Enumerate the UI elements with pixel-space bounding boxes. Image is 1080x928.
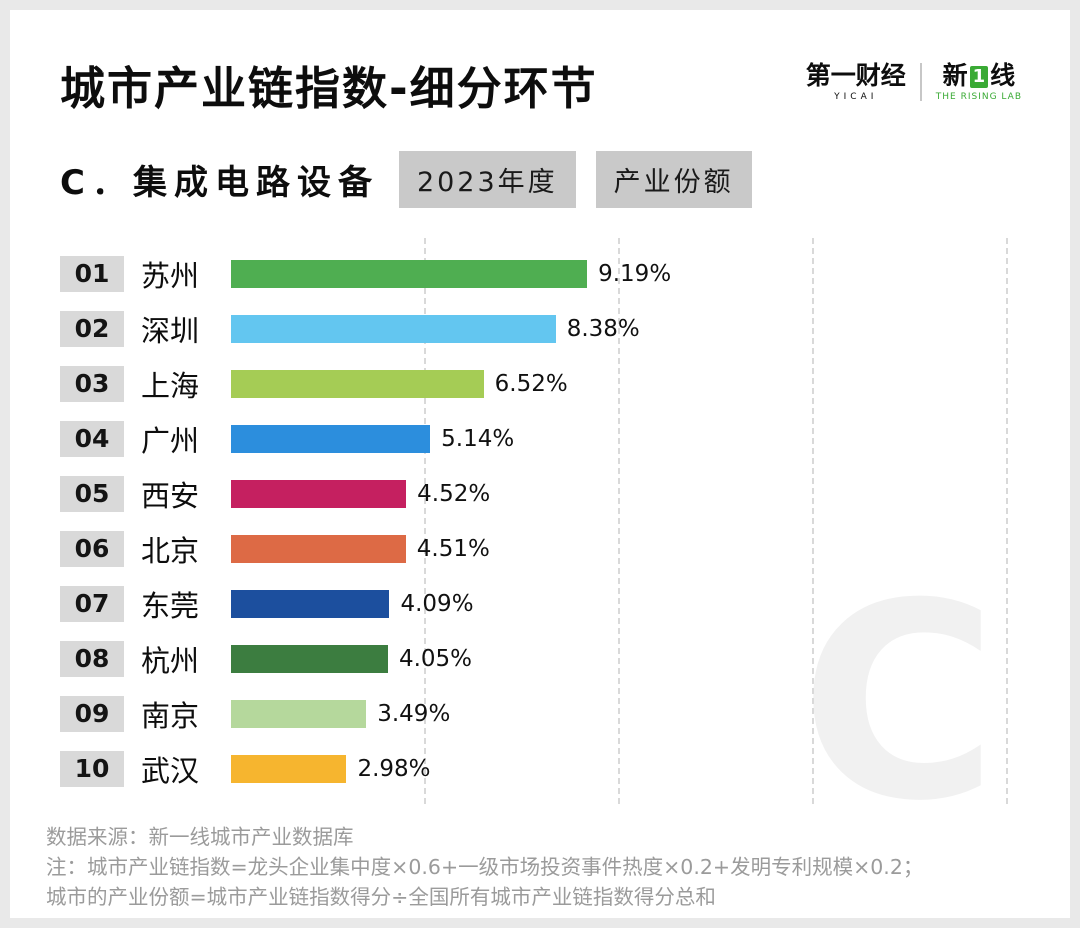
rank-badge: 05 xyxy=(60,475,124,512)
metric-tag: 产业份额 xyxy=(595,151,752,208)
city-label: 东莞 xyxy=(141,588,200,623)
city-label: 北京 xyxy=(141,533,200,568)
chart-gridlines xyxy=(230,238,1008,804)
formula-note-2: 城市的产业份额=城市产业链指数得分÷全国所有城市产业链指数得分总和 xyxy=(46,885,716,910)
chart-row: 04 广州 5.14% xyxy=(60,411,1020,466)
rising-lab-logo-subtext: THE RISING LAB xyxy=(935,91,1022,102)
chart-row: 05 西安 4.52% xyxy=(60,466,1020,521)
city-label: 西安 xyxy=(141,478,200,513)
chart-row: 06 北京 4.51% xyxy=(60,521,1020,576)
logo-divider xyxy=(919,62,922,101)
page-title: 城市产业链指数-细分环节 xyxy=(60,62,598,115)
bar-track: 3.49% xyxy=(231,699,1020,728)
bar xyxy=(231,754,347,783)
yicai-logo-text: 第一财经 xyxy=(805,61,906,90)
value-label: 6.52% xyxy=(494,370,568,397)
chart-row: 03 上海 6.52% xyxy=(60,356,1020,411)
rank-badge: 04 xyxy=(60,420,124,457)
yicai-logo-subtext: YICAI xyxy=(834,91,878,102)
footer-notes: 数据来源：新一线城市产业数据库 注：城市产业链指数=龙头企业集中度×0.6+一级… xyxy=(46,822,1030,912)
bar-track: 9.19% xyxy=(231,259,1020,288)
chart-row: 07 东莞 4.09% xyxy=(60,576,1020,631)
section-header: C．集成电路设备 2023年度 产业份额 xyxy=(60,151,1020,208)
chart-row: 02 深圳 8.38% xyxy=(60,301,1020,356)
rank-badge: 02 xyxy=(60,310,124,347)
city-label: 深圳 xyxy=(141,313,200,348)
value-label: 3.49% xyxy=(377,700,451,727)
bar-track: 5.14% xyxy=(231,424,1020,453)
bar-track: 6.52% xyxy=(231,369,1020,398)
city-label: 广州 xyxy=(141,423,200,458)
value-label: 4.09% xyxy=(400,590,474,617)
rising-lab-green-mark: 1 xyxy=(969,66,989,88)
value-label: 4.52% xyxy=(417,480,491,507)
bar-track: 2.98% xyxy=(231,754,1020,783)
bar xyxy=(231,314,556,343)
rank-badge: 06 xyxy=(60,530,124,567)
yicai-logo: 第一财经 YICAI xyxy=(806,62,906,102)
rank-badge: 07 xyxy=(60,585,124,622)
bar-track: 8.38% xyxy=(231,314,1020,343)
rank-badge: 08 xyxy=(60,640,124,677)
chart-row: 09 南京 3.49% xyxy=(60,686,1020,741)
formula-note-1: 注：城市产业链指数=龙头企业集中度×0.6+一级市场投资事件热度×0.2+发明专… xyxy=(46,855,924,880)
watermark-letter: C xyxy=(799,545,998,860)
rank-badge: 01 xyxy=(60,255,124,292)
gridline xyxy=(424,238,426,804)
year-tag: 2023年度 xyxy=(398,151,576,208)
source-note: 数据来源：新一线城市产业数据库 xyxy=(46,825,354,849)
section-title: C．集成电路设备 xyxy=(60,163,379,203)
value-label: 4.05% xyxy=(398,645,473,672)
bar xyxy=(231,479,407,508)
value-label: 5.14% xyxy=(441,425,515,452)
bar-track: 4.52% xyxy=(231,479,1020,508)
bar-track: 4.51% xyxy=(231,534,1020,563)
bar xyxy=(231,424,431,453)
city-label: 杭州 xyxy=(141,643,200,678)
bar xyxy=(231,699,367,728)
value-label: 9.19% xyxy=(598,260,672,287)
value-label: 2.98% xyxy=(357,755,431,782)
bar xyxy=(231,589,390,618)
value-label: 4.51% xyxy=(416,535,490,562)
bar xyxy=(231,644,388,673)
chart-rows: 01 苏州 9.19% 02 深圳 8.38% 03 上海 6.52% 04 广州 5.14% 05 西安… xyxy=(60,246,1020,796)
chart-row: 01 苏州 9.19% xyxy=(60,246,1020,301)
city-label: 南京 xyxy=(141,698,200,733)
bar xyxy=(231,259,588,288)
city-label: 苏州 xyxy=(141,258,200,293)
bar-track: 4.09% xyxy=(231,589,1020,618)
gridline xyxy=(812,238,814,804)
gridline xyxy=(1006,238,1008,804)
bar-track: 4.05% xyxy=(231,644,1020,673)
rank-badge: 09 xyxy=(60,695,124,732)
bar-chart: 01 苏州 9.19% 02 深圳 8.38% 03 上海 6.52% 04 广州 5.14% 05 西安… xyxy=(60,238,1020,804)
rank-badge: 03 xyxy=(60,365,124,402)
city-label: 上海 xyxy=(141,368,200,403)
chart-row: 10 武汉 2.98% xyxy=(60,741,1020,796)
chart-row: 08 杭州 4.05% xyxy=(60,631,1020,686)
value-label: 8.38% xyxy=(566,315,640,342)
bar xyxy=(231,369,484,398)
city-label: 武汉 xyxy=(141,753,200,788)
gridline xyxy=(618,238,620,804)
rank-badge: 10 xyxy=(60,750,124,787)
bar xyxy=(231,534,406,563)
